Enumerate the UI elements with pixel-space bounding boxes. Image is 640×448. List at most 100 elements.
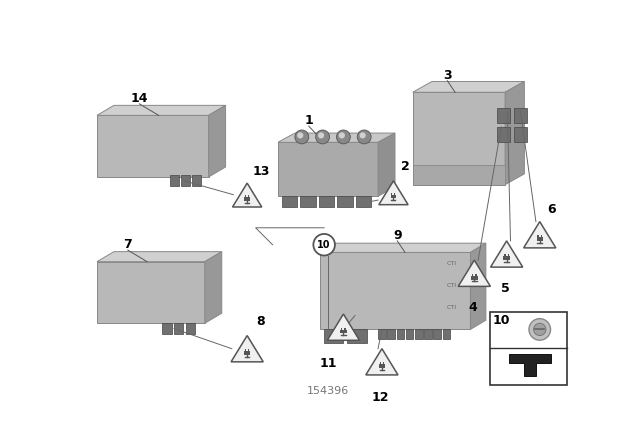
Bar xyxy=(244,197,250,201)
Bar xyxy=(413,165,505,185)
Text: CTI: CTI xyxy=(447,262,456,267)
Polygon shape xyxy=(231,336,263,362)
Bar xyxy=(433,329,441,340)
Bar xyxy=(515,127,527,142)
Bar xyxy=(497,108,509,123)
Bar xyxy=(186,323,195,334)
Bar xyxy=(245,349,246,351)
Polygon shape xyxy=(205,252,221,323)
Text: CTI: CTI xyxy=(447,305,456,310)
Polygon shape xyxy=(470,243,486,329)
Text: 154396: 154396 xyxy=(307,386,349,396)
Bar xyxy=(282,196,297,207)
Bar xyxy=(471,276,477,280)
Polygon shape xyxy=(505,82,524,185)
Circle shape xyxy=(337,130,350,144)
Text: 5: 5 xyxy=(500,282,509,295)
Bar xyxy=(344,327,346,330)
Bar xyxy=(476,274,477,276)
Bar xyxy=(413,92,505,185)
Polygon shape xyxy=(97,105,225,116)
Text: 12: 12 xyxy=(372,392,389,405)
Bar xyxy=(97,116,209,177)
Polygon shape xyxy=(524,222,556,248)
Text: 6: 6 xyxy=(547,203,556,216)
Text: 1: 1 xyxy=(305,114,313,127)
Circle shape xyxy=(318,132,324,138)
Bar xyxy=(380,362,381,364)
Polygon shape xyxy=(379,181,408,205)
Text: 2: 2 xyxy=(401,160,410,173)
Bar xyxy=(174,323,183,334)
Bar xyxy=(97,262,205,323)
Bar xyxy=(245,195,246,197)
Bar xyxy=(248,349,250,351)
Polygon shape xyxy=(458,260,490,286)
Polygon shape xyxy=(278,133,395,142)
Bar xyxy=(541,235,542,237)
Bar xyxy=(181,176,190,186)
Bar xyxy=(394,193,396,195)
Text: CTI: CTI xyxy=(447,283,456,288)
Bar xyxy=(504,254,506,256)
Bar xyxy=(443,329,451,340)
Bar xyxy=(387,329,395,340)
Text: 9: 9 xyxy=(393,229,402,242)
Bar xyxy=(248,195,249,197)
Bar xyxy=(244,351,250,355)
Bar xyxy=(324,329,344,343)
Bar xyxy=(341,327,342,330)
Polygon shape xyxy=(97,252,221,262)
Bar xyxy=(348,329,367,343)
Bar xyxy=(472,274,473,276)
Polygon shape xyxy=(232,183,262,207)
Polygon shape xyxy=(320,243,486,252)
Bar xyxy=(415,329,422,340)
Circle shape xyxy=(529,319,550,340)
Circle shape xyxy=(534,323,546,336)
Bar xyxy=(406,329,413,340)
Text: 10: 10 xyxy=(493,314,510,327)
Circle shape xyxy=(316,130,330,144)
Bar xyxy=(508,254,509,256)
Bar xyxy=(300,196,316,207)
Bar xyxy=(379,364,385,368)
Circle shape xyxy=(357,130,371,144)
Polygon shape xyxy=(490,241,523,267)
Bar xyxy=(378,329,386,340)
Polygon shape xyxy=(378,133,395,196)
Polygon shape xyxy=(366,349,398,375)
Bar xyxy=(497,127,509,142)
Bar xyxy=(278,142,378,196)
Polygon shape xyxy=(209,105,225,177)
Bar xyxy=(424,329,432,340)
Text: 8: 8 xyxy=(257,315,266,328)
Circle shape xyxy=(314,234,335,255)
Bar xyxy=(504,256,510,260)
Text: 7: 7 xyxy=(124,238,132,251)
Bar xyxy=(340,330,347,333)
Bar xyxy=(383,362,384,364)
Bar xyxy=(319,196,334,207)
Circle shape xyxy=(360,132,365,138)
Text: 14: 14 xyxy=(131,92,148,105)
Bar xyxy=(337,196,353,207)
Bar xyxy=(320,252,470,329)
Bar xyxy=(536,237,543,241)
Text: 13: 13 xyxy=(252,165,269,178)
Text: 11: 11 xyxy=(319,357,337,370)
Bar xyxy=(397,329,404,340)
Circle shape xyxy=(297,132,303,138)
Text: 10: 10 xyxy=(317,240,331,250)
Circle shape xyxy=(295,130,308,144)
Circle shape xyxy=(339,132,345,138)
Bar xyxy=(170,176,179,186)
Text: 4: 4 xyxy=(468,302,477,314)
Bar xyxy=(356,196,371,207)
Text: 3: 3 xyxy=(443,69,452,82)
Polygon shape xyxy=(509,354,551,375)
Bar xyxy=(490,312,566,385)
Bar xyxy=(515,108,527,123)
Bar xyxy=(163,323,172,334)
Polygon shape xyxy=(327,314,360,340)
